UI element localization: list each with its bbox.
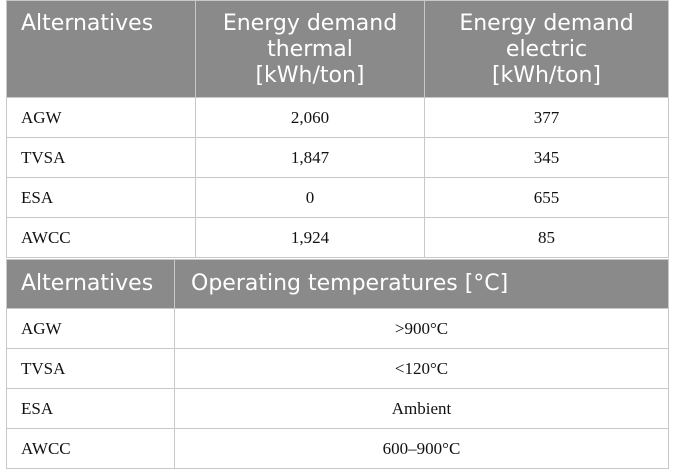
table-row: ESA 0 655 <box>6 177 669 218</box>
cell-alternative: TVSA <box>6 348 175 389</box>
table-row: TVSA <120°C <box>6 348 669 389</box>
cell-alternative: AGW <box>6 308 175 349</box>
table-header-row: Alternatives Operating temperatures [°C] <box>6 259 669 309</box>
table-row: AGW 2,060 377 <box>6 97 669 138</box>
cell-alternative: ESA <box>6 388 175 429</box>
cell-electric: 377 <box>424 97 669 138</box>
cell-alternative: AWCC <box>6 428 175 469</box>
table-row: ESA Ambient <box>6 388 669 429</box>
cell-alternative: AWCC <box>6 217 196 258</box>
table-row: AWCC 600–900°C <box>6 428 669 469</box>
cell-electric: 345 <box>424 137 669 178</box>
cell-electric: 85 <box>424 217 669 258</box>
header-energy-thermal: Energy demand thermal [kWh/ton] <box>195 0 425 98</box>
energy-demand-table: Alternatives Energy demand thermal [kWh/… <box>6 0 669 258</box>
cell-alternative: AGW <box>6 97 196 138</box>
cell-thermal: 0 <box>195 177 425 218</box>
cell-alternative: ESA <box>6 177 196 218</box>
header-operating-temperatures: Operating temperatures [°C] <box>174 259 669 309</box>
cell-temperature: Ambient <box>174 388 669 429</box>
cell-temperature: 600–900°C <box>174 428 669 469</box>
cell-thermal: 2,060 <box>195 97 425 138</box>
operating-temperature-table: Alternatives Operating temperatures [°C]… <box>6 259 669 469</box>
cell-electric: 655 <box>424 177 669 218</box>
cell-alternative: TVSA <box>6 137 196 178</box>
header-alternatives: Alternatives <box>6 259 175 309</box>
tables-page: Alternatives Energy demand thermal [kWh/… <box>6 0 669 470</box>
table-header-row: Alternatives Energy demand thermal [kWh/… <box>6 0 669 98</box>
table-row: TVSA 1,847 345 <box>6 137 669 178</box>
cell-thermal: 1,924 <box>195 217 425 258</box>
table-row: AGW >900°C <box>6 308 669 349</box>
header-energy-electric: Energy demand electric [kWh/ton] <box>424 0 669 98</box>
table-row: AWCC 1,924 85 <box>6 217 669 258</box>
cell-thermal: 1,847 <box>195 137 425 178</box>
cell-temperature: <120°C <box>174 348 669 389</box>
header-alternatives: Alternatives <box>6 0 196 98</box>
cell-temperature: >900°C <box>174 308 669 349</box>
